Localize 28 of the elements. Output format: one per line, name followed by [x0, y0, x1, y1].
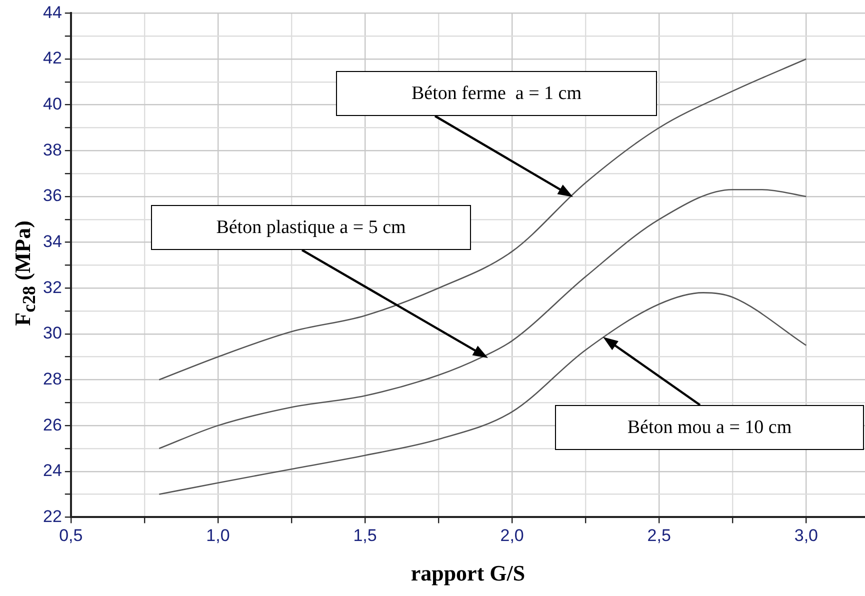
- y-tick-label: 40: [42, 94, 62, 114]
- x-tick-label: 1,0: [206, 526, 230, 546]
- y-tick-label: 26: [42, 415, 62, 434]
- annotation: Béton ferme a = 1 cm: [411, 82, 582, 104]
- line-series: [158, 58, 807, 380]
- line-series: [158, 292, 807, 495]
- x-tick-label: 2,0: [500, 526, 524, 546]
- y-tick-label: 36: [42, 186, 62, 206]
- line-series: [158, 188, 807, 450]
- y-tick-label: 28: [42, 369, 62, 388]
- annotation: Béton mou a = 10 cm: [627, 416, 792, 438]
- text-box: Béton ferme a = 1 cm: [336, 71, 657, 116]
- y-tick-label: 34: [42, 232, 62, 251]
- y-tick-label: 22: [42, 506, 62, 526]
- x-tick-label: 2,5: [647, 526, 671, 546]
- y-tick-label: 42: [42, 48, 62, 68]
- x-tick-label: 1,5: [353, 526, 377, 546]
- text-box: Béton mou a = 10 cm: [555, 405, 864, 450]
- y-tick-label: 30: [42, 324, 62, 343]
- x-tick-label: 0,5: [59, 526, 83, 546]
- annotation: Béton plastique a = 5 cm: [216, 216, 406, 238]
- y-tick-label: 32: [42, 278, 62, 297]
- y-tick-label: 38: [42, 140, 62, 160]
- y-tick-label: 24: [42, 461, 62, 480]
- y-tick-label: 44: [42, 2, 62, 22]
- x-axis-title: rapport G/S: [410, 560, 526, 586]
- x-tick-label: 3,0: [794, 526, 818, 546]
- text-box: Béton plastique a = 5 cm: [151, 205, 471, 250]
